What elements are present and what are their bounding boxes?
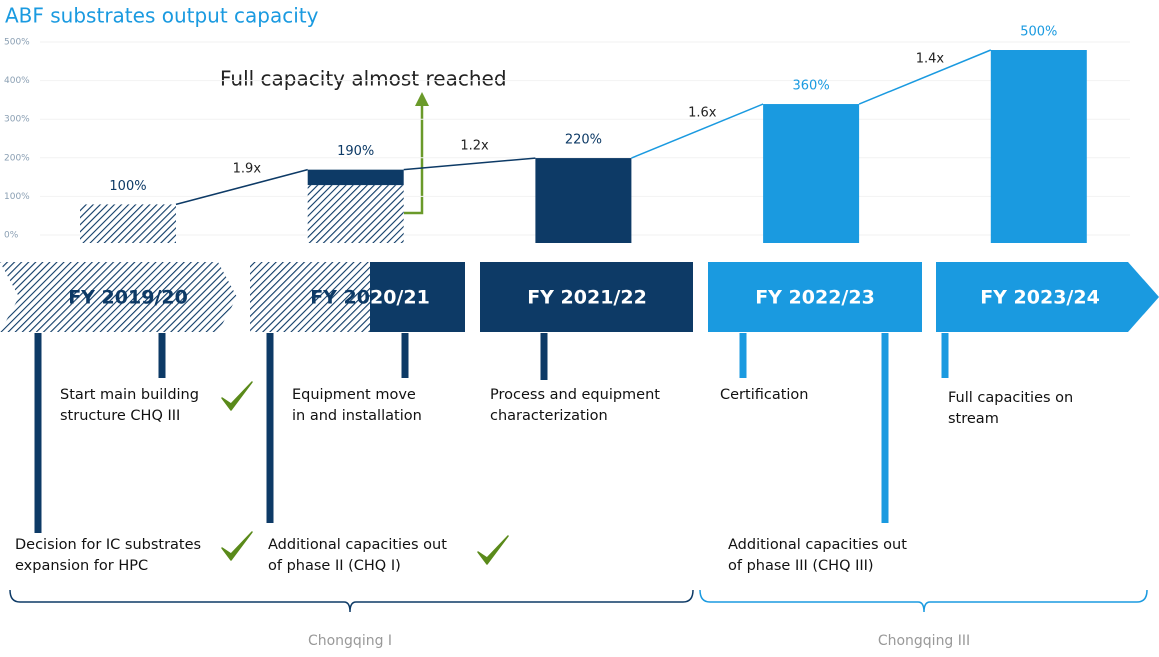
timeline-arrow bbox=[936, 262, 1159, 332]
bar bbox=[990, 50, 1087, 243]
group-label: Chongqing III bbox=[878, 633, 970, 649]
milestone-text: Decision for IC substrates bbox=[15, 537, 201, 553]
period-label: FY 2020/21 bbox=[310, 287, 430, 309]
y-tick-label: 500% bbox=[4, 38, 30, 48]
milestone-stem bbox=[401, 333, 409, 378]
milestone-stem bbox=[158, 333, 166, 378]
growth-label: 1.4x bbox=[916, 52, 945, 67]
milestone-text: characterization bbox=[490, 408, 608, 424]
timeline-arrow bbox=[250, 262, 370, 332]
milestone-text: Additional capacities out bbox=[728, 537, 907, 553]
milestone-text: stream bbox=[948, 411, 999, 427]
group-label: Chongqing I bbox=[308, 633, 392, 649]
milestone-text: Process and equipment bbox=[490, 387, 660, 403]
y-tick-label: 100% bbox=[4, 192, 30, 202]
bar-hatched bbox=[307, 185, 404, 243]
value-label: 190% bbox=[337, 144, 374, 159]
milestone-text: in and installation bbox=[292, 408, 422, 424]
group-brace bbox=[9, 589, 694, 613]
value-label: 220% bbox=[565, 133, 602, 148]
annotation-arrow bbox=[404, 104, 424, 215]
y-tick-label: 0% bbox=[4, 231, 19, 241]
bar bbox=[307, 169, 404, 186]
y-tick-label: 300% bbox=[4, 115, 30, 125]
milestone-stem bbox=[941, 333, 949, 378]
milestone-stem bbox=[739, 333, 747, 378]
timeline-arrow bbox=[0, 262, 237, 332]
check-mark bbox=[221, 531, 253, 561]
period-label: FY 2022/23 bbox=[755, 287, 875, 309]
bar bbox=[535, 158, 632, 243]
milestone-text: Certification bbox=[720, 387, 809, 403]
milestone-text: structure CHQ III bbox=[60, 408, 180, 424]
check-mark bbox=[221, 381, 253, 411]
milestone-stem bbox=[34, 333, 42, 533]
y-tick-label: 400% bbox=[4, 76, 30, 86]
timeline-arrow bbox=[370, 262, 465, 332]
milestone-stem bbox=[881, 333, 889, 523]
arrow-head bbox=[415, 92, 429, 106]
milestone-text: Equipment move bbox=[292, 387, 416, 403]
check-mark bbox=[477, 535, 509, 565]
value-label: 360% bbox=[793, 79, 830, 94]
y-tick-label: 200% bbox=[4, 153, 30, 163]
period-label: FY 2023/24 bbox=[980, 287, 1100, 309]
milestone-text: expansion for HPC bbox=[15, 558, 148, 574]
growth-line bbox=[175, 168, 308, 206]
growth-line bbox=[631, 103, 764, 159]
period-label: FY 2021/22 bbox=[527, 287, 647, 309]
bar-hatched bbox=[80, 204, 176, 243]
timeline-arrow bbox=[708, 262, 922, 332]
period-label: FY 2020/21 bbox=[310, 287, 430, 309]
milestone-text: Start main building bbox=[60, 387, 199, 403]
growth-line bbox=[858, 49, 992, 105]
growth-line bbox=[403, 157, 536, 171]
value-label: 500% bbox=[1020, 25, 1057, 40]
milestone-stem bbox=[266, 333, 274, 523]
milestone-stem bbox=[540, 333, 548, 380]
value-label: 100% bbox=[109, 179, 146, 194]
period-label: FY 2019/20 bbox=[68, 287, 188, 309]
group-brace bbox=[699, 589, 1148, 613]
milestone-text: Additional capacities out bbox=[268, 537, 447, 553]
milestone-text: Full capacities on bbox=[948, 390, 1073, 406]
milestone-text: of phase III (CHQ III) bbox=[728, 558, 874, 574]
annotation: Full capacity almost reached bbox=[220, 67, 507, 91]
bar bbox=[763, 104, 860, 243]
growth-label: 1.2x bbox=[460, 138, 489, 153]
growth-label: 1.9x bbox=[233, 162, 262, 177]
growth-label: 1.6x bbox=[688, 106, 717, 121]
timeline-arrow bbox=[480, 262, 693, 332]
milestone-text: of phase II (CHQ I) bbox=[268, 558, 401, 574]
chart-title: ABF substrates output capacity bbox=[5, 4, 319, 28]
